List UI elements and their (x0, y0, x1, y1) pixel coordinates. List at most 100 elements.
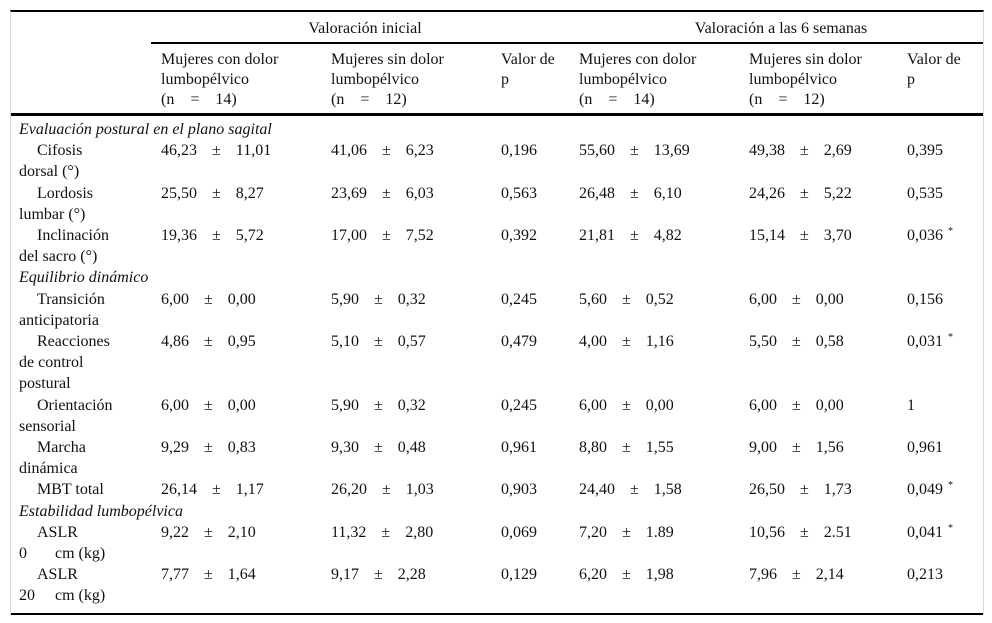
value-cell-6w-nopain: 9,00 ± 1,56 (749, 437, 907, 458)
table-section-row: Evaluación postural en el plano sagital (11, 119, 983, 140)
row-label-line: lumbar (°) (19, 205, 86, 223)
value-cell-initial-pain: 25,50 ± 8,27 (151, 183, 331, 204)
mean-value: 17,00 (331, 227, 367, 245)
value-cell-6w-nopain: 10,56 ± 2.51 (749, 522, 907, 543)
mean-value: 6,00 (749, 396, 777, 414)
sd-value: 1,98 (645, 566, 674, 584)
mean-value: 9,00 (749, 439, 777, 457)
sd-value: 2,80 (405, 523, 434, 541)
mean-value: 55,60 (579, 142, 615, 160)
plus-minus-sign: ± (630, 227, 639, 245)
sd-value: 13,69 (653, 142, 690, 160)
row-label-line: Transición (37, 290, 105, 308)
value-cell-initial-nopain: 9,17 ± 2,28 (331, 564, 501, 585)
sd-value: 5,22 (823, 184, 852, 202)
table-row: ASLR 0 cm (kg) 9,22 ± 2,10 11,32 ± 2,80 0… (11, 522, 983, 564)
mean-value: 15,14 (749, 227, 785, 245)
sd-value: 1,16 (645, 333, 674, 351)
sd-value: 0,32 (397, 290, 426, 308)
plus-minus-sign: ± (622, 566, 631, 584)
value-cell-initial-pain: 4,86 ± 0,95 (151, 331, 331, 352)
col-header-line: Mujeres con dolor (161, 51, 279, 68)
plus-minus-sign: ± (800, 142, 809, 160)
p-value: 0,041 (907, 523, 943, 541)
value-cell-initial-nopain: 17,00 ± 7,52 (331, 225, 501, 246)
col-header-line: Mujeres con dolor (579, 51, 697, 68)
value-cell-initial-pain: 9,29 ± 0,83 (151, 437, 331, 458)
table-row: ASLR 20 cm (kg) 7,77 ± 1,64 9,17 ± 2,28 0… (11, 564, 983, 606)
sd-value: 3,70 (823, 227, 852, 245)
p-cell-initial: 0,129 (501, 564, 579, 585)
plus-minus-sign: ± (204, 396, 213, 414)
p-cell-initial: 0,479 (501, 331, 579, 352)
header-empty-cell (11, 50, 151, 113)
plus-minus-sign: ± (381, 523, 391, 541)
p-value: 0,156 (907, 290, 943, 308)
plus-minus-sign: ± (800, 523, 809, 541)
mean-value: 6,00 (749, 290, 777, 308)
row-label-line: del sacro (°) (19, 248, 98, 266)
p-value: 0,213 (907, 566, 943, 584)
plus-minus-sign: ± (382, 481, 391, 499)
col-header-initial-pain: Mujeres con dolor lumbopélvico (n = 14) (151, 50, 331, 113)
mean-value: 19,36 (161, 227, 197, 245)
plus-minus-sign: ± (622, 396, 631, 414)
row-label: Marcha dinámica (11, 437, 151, 479)
plus-minus-sign: ± (212, 184, 221, 202)
col-header-line: Mujeres sin dolor (331, 51, 444, 68)
p-cell-initial: 0,563 (501, 183, 579, 204)
plus-minus-sign: ± (630, 142, 639, 160)
sd-value: 0,32 (397, 396, 426, 414)
sd-value: 5,72 (235, 227, 264, 245)
value-cell-6w-pain: 26,48 ± 6,10 (579, 183, 749, 204)
p-value: 0,031 (907, 333, 943, 351)
sd-value: 1,73 (823, 481, 852, 499)
col-header-p-initial: Valor de p (501, 50, 579, 113)
p-cell-6w: 0,156 (907, 289, 983, 310)
plus-minus-sign: ± (622, 439, 631, 457)
significance-asterisk: * (948, 480, 953, 492)
value-cell-6w-nopain: 49,38 ± 2,69 (749, 140, 907, 161)
value-cell-initial-pain: 6,00 ± 0,00 (151, 395, 331, 416)
row-label-line: de control (19, 354, 84, 372)
p-cell-6w: 0,041 * (907, 522, 983, 543)
row-label-line: ASLR (37, 566, 78, 584)
mean-value: 7,20 (579, 523, 607, 541)
plus-minus-sign: ± (792, 290, 801, 308)
sd-value: 0,00 (227, 396, 256, 414)
p-cell-initial: 0,245 (501, 395, 579, 416)
value-cell-initial-nopain: 11,32 ± 2,80 (331, 522, 501, 543)
row-label-line: ASLR (37, 523, 78, 541)
value-cell-initial-nopain: 41,06 ± 6,23 (331, 140, 501, 161)
value-cell-initial-nopain: 9,30 ± 0,48 (331, 437, 501, 458)
plus-minus-sign: ± (792, 333, 801, 351)
value-cell-6w-pain: 21,81 ± 4,82 (579, 225, 749, 246)
row-label-line: Marcha (37, 439, 86, 457)
row-label-line: Reacciones (37, 333, 110, 351)
results-table: Valoración inicial Valoración a las 6 se… (10, 10, 984, 615)
p-value: 1 (907, 396, 915, 414)
table-row: Cifosis dorsal (°) 46,23 ± 11,01 41,06 ± … (11, 140, 983, 182)
p-cell-initial: 0,245 (501, 289, 579, 310)
value-cell-initial-pain: 7,77 ± 1,64 (151, 564, 331, 585)
col-header-line: (n = 14) (579, 91, 655, 108)
p-value: 0,196 (501, 142, 537, 160)
p-cell-6w: 0,213 (907, 564, 983, 585)
plus-minus-sign: ± (622, 333, 631, 351)
row-label: ASLR 20 cm (kg) (11, 564, 151, 606)
p-value: 0,049 (907, 481, 943, 499)
col-header-line: lumbopélvico (749, 71, 837, 88)
sd-value: 0,00 (815, 396, 844, 414)
spanner-group: Valoración inicial Valoración a las 6 se… (151, 12, 983, 44)
value-cell-6w-nopain: 15,14 ± 3,70 (749, 225, 907, 246)
col-header-initial-nopain: Mujeres sin dolor lumbopélvico (n = 12) (331, 50, 501, 113)
mean-value: 23,69 (331, 184, 367, 202)
sd-value: 2,14 (815, 566, 844, 584)
p-cell-6w: 0,036 * (907, 225, 983, 246)
value-cell-initial-nopain: 23,69 ± 6,03 (331, 183, 501, 204)
p-value: 0,395 (907, 142, 943, 160)
p-value: 0,245 (501, 290, 537, 308)
col-header-line: (n = 12) (331, 91, 407, 108)
plus-minus-sign: ± (630, 184, 639, 202)
mean-value: 26,48 (579, 184, 615, 202)
